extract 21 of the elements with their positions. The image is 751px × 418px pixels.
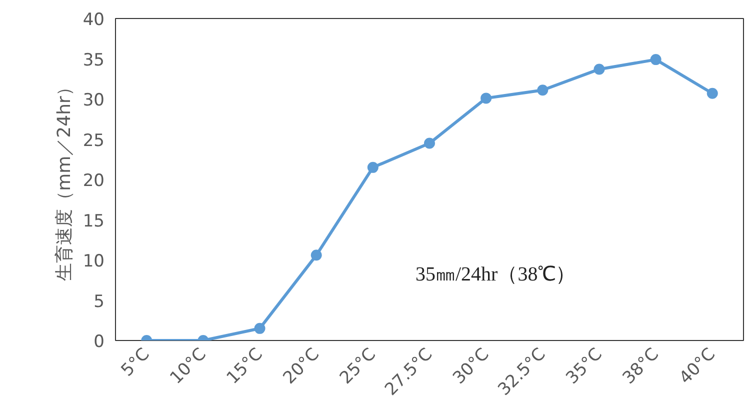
- point: [480, 92, 492, 104]
- point: [367, 162, 378, 173]
- point: [254, 322, 266, 334]
- y-tick-label: 20: [82, 171, 105, 191]
- point: [424, 138, 435, 149]
- y-tick-label: 35: [82, 50, 105, 70]
- y-tick-label: 30: [82, 90, 105, 110]
- annotation: 35㎜/24hr（38℃）: [416, 264, 576, 286]
- y-axis-title: 生育速度（mm／24hr）: [54, 78, 75, 281]
- y-tick-label: 25: [82, 130, 105, 151]
- x-tick-label: 5°C: [117, 344, 154, 381]
- y-tick-label: 0: [94, 332, 105, 352]
- y-tick-label: 15: [82, 211, 105, 232]
- y-tick-label: 10: [82, 252, 105, 272]
- point: [310, 250, 322, 261]
- y-tick-label: 40: [82, 10, 105, 30]
- y-tick-label: 5: [94, 292, 105, 312]
- point: [650, 54, 662, 66]
- point: [537, 84, 548, 96]
- point: [706, 88, 718, 99]
- point: [594, 64, 605, 75]
